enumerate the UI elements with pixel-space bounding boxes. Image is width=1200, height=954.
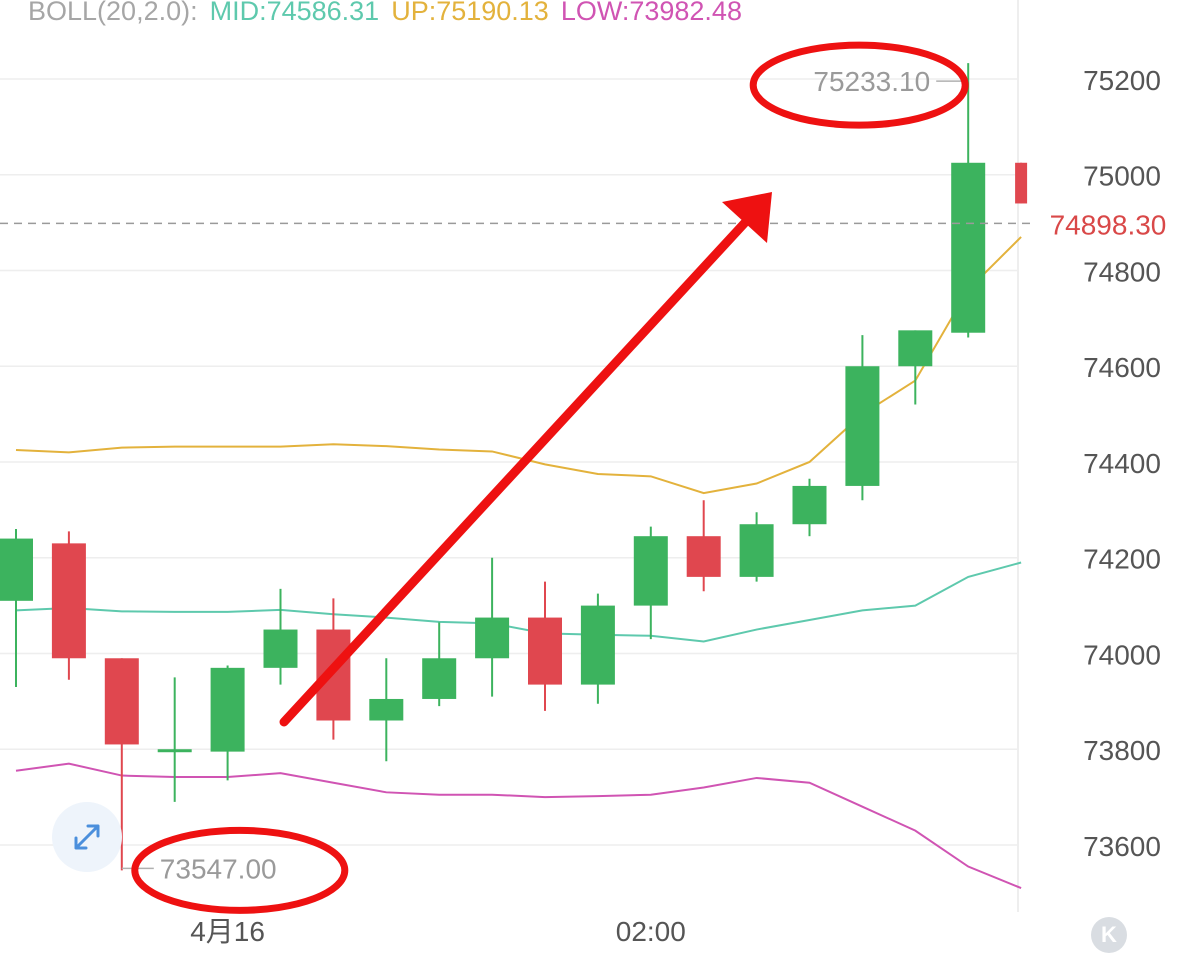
candle-body xyxy=(1015,162,1028,204)
candle-body xyxy=(263,629,298,668)
candle-body xyxy=(686,536,721,577)
candle-body xyxy=(951,162,986,333)
candle-body xyxy=(898,330,933,367)
y-tick-label: 73800 xyxy=(1083,735,1161,766)
boll-mid-line xyxy=(15,561,1022,643)
boll-low: LOW:73982.48 xyxy=(560,0,742,26)
boll-low-line xyxy=(15,762,1022,889)
boll-mid: MID:74586.31 xyxy=(209,0,380,26)
k-badge[interactable]: K xyxy=(1091,917,1127,953)
candle-body xyxy=(633,536,668,606)
candle-body xyxy=(422,658,457,699)
y-tick-label: 74200 xyxy=(1083,544,1161,575)
y-tick-label: 74800 xyxy=(1083,256,1161,287)
expand-button[interactable] xyxy=(52,802,122,872)
axis-layer: 75200 75000 74800 74600 74400 74200 74000 73800… xyxy=(190,65,1161,947)
candle-body xyxy=(475,617,510,659)
candle-body xyxy=(104,658,139,745)
x-tick-label: 4月16 xyxy=(190,916,265,947)
boll-name: BOLL(20,2.0): xyxy=(28,0,198,26)
candle-body xyxy=(210,667,245,752)
candle-body xyxy=(51,543,86,659)
grid-layer xyxy=(0,78,1018,846)
current-price-label: 74898.30 xyxy=(1050,209,1167,240)
high-marker-label: 75233.10 xyxy=(813,66,930,97)
candle-body xyxy=(739,524,774,577)
y-tick-label: 74600 xyxy=(1083,352,1161,383)
candle-body xyxy=(845,366,880,486)
candle-body xyxy=(580,605,615,685)
candle-body xyxy=(792,485,827,525)
y-tick-label: 75200 xyxy=(1083,65,1161,96)
candle-body xyxy=(369,698,404,721)
boll-up: UP:75190.13 xyxy=(391,0,549,26)
bollinger-bands xyxy=(15,236,1022,889)
trend-arrow-head xyxy=(722,192,772,243)
boll-legend: BOLL(20,2.0): MID:74586.31 UP:75190.13 LOW:… xyxy=(28,0,754,27)
candle-body xyxy=(0,538,33,601)
y-tick-label: 75000 xyxy=(1083,161,1161,192)
candle-body xyxy=(528,617,562,685)
candles xyxy=(0,63,1028,871)
trend-arrow-line xyxy=(279,210,757,727)
current-price-box xyxy=(1032,201,1182,246)
low-highlight-circle xyxy=(131,826,349,914)
y-tick-label: 73600 xyxy=(1083,831,1161,862)
y-tick-label: 74000 xyxy=(1083,639,1161,670)
expand-arrows-icon xyxy=(74,824,100,850)
y-tick-label: 74400 xyxy=(1083,448,1161,479)
x-tick-label: 02:00 xyxy=(616,916,686,947)
annotation-layer: 74898.30 75233.10 73547.00 xyxy=(0,41,1182,914)
low-marker-label: 73547.00 xyxy=(160,853,277,884)
high-highlight-circle xyxy=(749,41,969,129)
candle-body xyxy=(157,749,192,753)
